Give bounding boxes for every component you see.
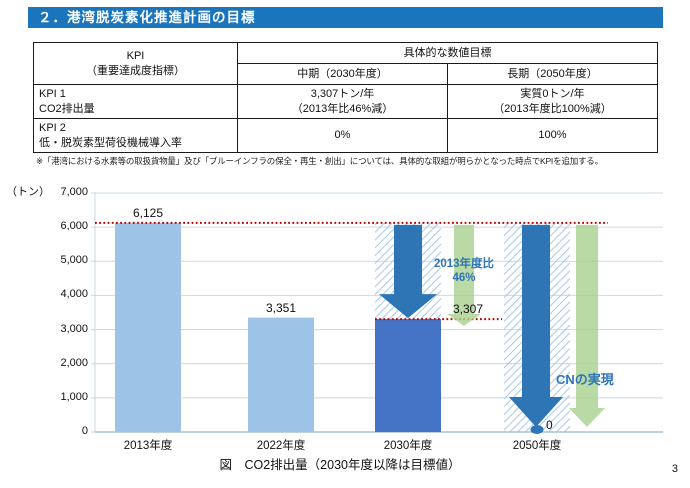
kpi1-name-line2: CO2排出量 bbox=[39, 102, 95, 115]
y-tick-label: 2,000 bbox=[60, 356, 88, 369]
reduction-arrow-blue-2050 bbox=[509, 224, 563, 427]
y-tick-label: 3,000 bbox=[60, 322, 88, 335]
kpi1-name-cell: KPI 1 CO2排出量 bbox=[33, 84, 238, 119]
zero-marker-dot bbox=[530, 425, 544, 434]
chart-caption: 図 CO2排出量（2030年度以降は目標値） bbox=[219, 458, 461, 472]
bar-2030 bbox=[375, 319, 441, 432]
bar-value-label: 3,351 bbox=[265, 300, 297, 315]
kpi2-mid-cell: 0% bbox=[237, 118, 448, 153]
bar-value-label: 0 bbox=[546, 418, 553, 432]
kpi2-long-cell: 100% bbox=[447, 118, 658, 153]
x-tick-label: 2013年度 bbox=[123, 440, 173, 452]
table-footnote: ※「港湾における水素等の取扱貨物量」及び「ブルーインフラの保全・再生・創出」につ… bbox=[36, 156, 603, 166]
bar bbox=[248, 317, 314, 432]
y-tick-label: 4,000 bbox=[60, 288, 88, 301]
reduction-annotation-2030-line1: 2013年度比 bbox=[433, 258, 495, 270]
y-tick-label: 0 bbox=[81, 425, 88, 437]
reduction-arrow-green-2050 bbox=[569, 224, 605, 427]
bar-value-label: 3,307 bbox=[452, 302, 484, 317]
table-row: KPI 2 低・脱炭素型荷役機械導入率 0% 100% bbox=[33, 118, 658, 153]
page-title-text: ２．港湾脱炭素化推進計画の目標 bbox=[38, 10, 256, 25]
kpi2-name-line2: 低・脱炭素型荷役機械導入率 bbox=[39, 136, 182, 149]
y-tick-label: 6,000 bbox=[60, 220, 88, 233]
reduction-annotation-2030: 2013年度比 46% bbox=[412, 257, 516, 285]
y-axis-unit-label: （トン） bbox=[6, 186, 50, 198]
kpi1-long-line1: 実質0トン/年 bbox=[520, 88, 585, 101]
kpi1-name-line1: KPI 1 bbox=[39, 88, 66, 101]
kpi-header-line1: KPI bbox=[126, 50, 145, 63]
cn-annotation-2050: CNの実現 bbox=[556, 372, 614, 387]
y-tick-label: 1,000 bbox=[60, 390, 88, 403]
x-tick-label: 2030年度 bbox=[383, 440, 433, 452]
kpi2-name-cell: KPI 2 低・脱炭素型荷役機械導入率 bbox=[33, 118, 238, 153]
y-tick-label: 7,000 bbox=[60, 186, 88, 198]
bar-value-label: 6,125 bbox=[132, 205, 164, 220]
page-number: 3 bbox=[671, 463, 678, 475]
table-row: KPI 1 CO2排出量 3,307トン/年 （2013年比46%減） 実質0ト… bbox=[33, 84, 658, 119]
reduction-arrow-blue-2030 bbox=[379, 224, 437, 319]
bar bbox=[115, 222, 181, 432]
x-tick-label: 2050年度 bbox=[512, 440, 562, 452]
kpi-header-line2: （重要達成度指標） bbox=[86, 64, 185, 77]
page-title: ２．港湾脱炭素化推進計画の目標 bbox=[28, 7, 663, 28]
kpi1-mid-line2: （2013年比46%減） bbox=[291, 102, 394, 115]
kpi1-long-line2: （2013年度比100%減） bbox=[493, 102, 612, 115]
kpi2-name-line1: KPI 2 bbox=[39, 122, 66, 135]
y-tick-label: 5,000 bbox=[60, 254, 88, 267]
reduction-annotation-2030-line2: 46% bbox=[452, 272, 476, 284]
x-tick-label: 2022年度 bbox=[256, 440, 306, 452]
table-header-row-1: KPI （重要達成度指標） 具体的な数値目標 bbox=[33, 42, 658, 85]
reduction-arrow-green-2030 bbox=[447, 224, 481, 326]
kpi1-mid-line1: 3,307トン/年 bbox=[310, 88, 375, 101]
kpi-table: KPI （重要達成度指標） 具体的な数値目標 中期（2030年度） 長期（205… bbox=[33, 42, 658, 153]
kpi-header-cell: KPI （重要達成度指標） bbox=[33, 42, 238, 85]
